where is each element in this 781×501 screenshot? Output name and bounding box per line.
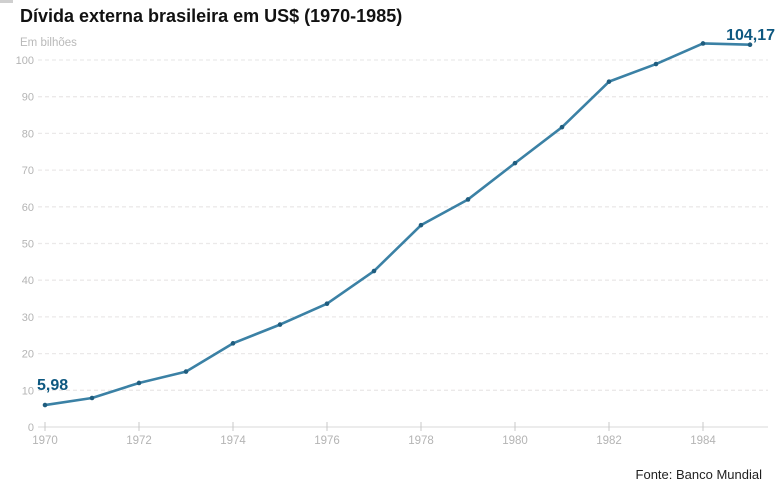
x-tick-label: 1970 xyxy=(32,435,58,447)
data-point xyxy=(606,79,612,84)
y-tick-label: 10 xyxy=(22,385,34,397)
debt-line xyxy=(43,42,752,407)
data-point xyxy=(136,380,142,386)
y-tick-label: 100 xyxy=(16,55,34,67)
y-tick-label: 70 xyxy=(22,165,34,177)
y-tick-label: 90 xyxy=(22,92,34,104)
data-point xyxy=(653,61,659,67)
data-point xyxy=(230,341,236,346)
y-tick-label: 30 xyxy=(22,312,34,324)
corner-mark xyxy=(0,0,13,3)
data-point xyxy=(512,160,518,166)
y-tick-label: 0 xyxy=(28,422,34,434)
data-point xyxy=(465,197,471,202)
data-point xyxy=(89,395,95,401)
data-point xyxy=(418,222,424,228)
y-tick-label: 20 xyxy=(22,349,34,361)
data-point xyxy=(42,402,48,408)
source-credit: Fonte: Banco Mundial xyxy=(635,467,762,482)
last-value-label: 104,17 xyxy=(726,27,775,44)
data-point xyxy=(324,301,330,306)
x-tick-label: 1984 xyxy=(690,435,716,447)
y-tick-label: 80 xyxy=(22,128,34,140)
y-tick-label: 40 xyxy=(22,275,34,287)
data-point xyxy=(747,42,753,47)
y-tick-label: 60 xyxy=(22,202,34,214)
data-point xyxy=(371,268,377,274)
data-point xyxy=(277,322,283,327)
data-point xyxy=(700,41,706,46)
y-tick-label: 50 xyxy=(22,239,34,251)
first-value-label: 5,98 xyxy=(37,377,69,394)
x-tick-label: 1974 xyxy=(220,435,246,447)
data-point xyxy=(183,369,189,374)
chart-title: Dívida externa brasileira em US$ (1970-1… xyxy=(20,6,403,26)
y-axis-units-label: Em bilhões xyxy=(20,37,77,49)
x-tick-label: 1972 xyxy=(126,435,152,447)
x-tick-label: 1982 xyxy=(596,435,622,447)
x-tick-label: 1978 xyxy=(408,435,434,447)
x-tick-label: 1976 xyxy=(314,435,340,447)
data-point xyxy=(559,124,565,130)
x-tick-label: 1980 xyxy=(502,435,528,447)
